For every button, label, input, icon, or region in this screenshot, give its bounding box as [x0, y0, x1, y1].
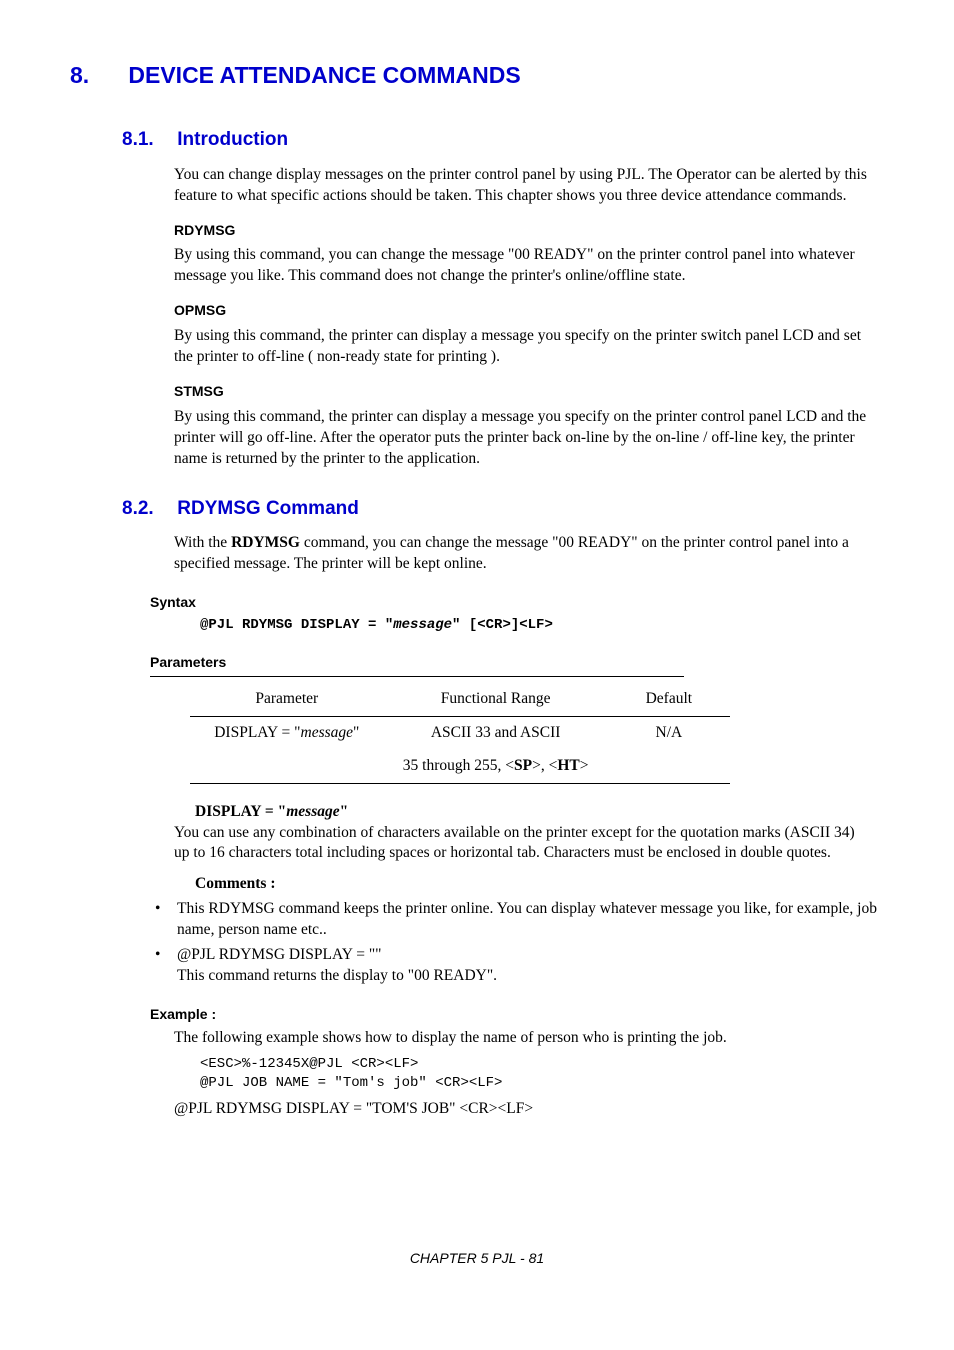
code-line: @PJL JOB NAME = "Tom's job" <CR><LF>: [200, 1075, 502, 1091]
table-cell: 35 through 255, <SP>, <HT>: [384, 750, 608, 783]
rdymsg-heading: RDYMSG: [174, 221, 884, 240]
list-item: @PJL RDYMSG DISPLAY = "" This command re…: [155, 945, 884, 987]
section-title: RDYMSG Command: [177, 498, 359, 519]
list-text: @PJL RDYMSG DISPLAY = "": [177, 946, 382, 963]
section-heading-cmd: 8.2. RDYMSG Command: [122, 496, 884, 522]
display-pre: DISPLAY = ": [195, 803, 286, 820]
section-heading-intro: 8.1. Introduction: [122, 127, 884, 153]
display-msg: message: [286, 803, 339, 820]
syntax-code: @PJL RDYMSG DISPLAY = "message" [<CR>]<L…: [200, 616, 884, 635]
stmsg-heading: STMSG: [174, 382, 884, 401]
chapter-title: DEVICE ATTENDANCE COMMANDS: [128, 62, 520, 88]
opmsg-body: By using this command, the printer can d…: [174, 326, 874, 368]
cell-b2: HT: [557, 757, 579, 774]
opmsg-heading: OPMSG: [174, 301, 884, 320]
section-number: 8.2.: [122, 496, 172, 522]
page-footer: CHAPTER 5 PJL - 81: [70, 1249, 884, 1268]
example-code: <ESC>%-12345X@PJL <CR><LF> @PJL JOB NAME…: [200, 1055, 884, 1093]
example-intro: The following example shows how to displ…: [174, 1028, 874, 1049]
chapter-heading: 8. DEVICE ATTENDANCE COMMANDS: [70, 60, 884, 91]
cell-msg: message: [301, 724, 354, 741]
intro-body: You can change display messages on the p…: [174, 165, 874, 207]
cmd-body-bold: RDYMSG: [231, 534, 300, 551]
list-item: This RDYMSG command keeps the printer on…: [155, 899, 884, 941]
list-text: This command returns the display to "00 …: [177, 967, 497, 984]
table-cell: N/A: [608, 716, 730, 749]
table-cell: ASCII 33 and ASCII: [384, 716, 608, 749]
display-post: ": [340, 803, 349, 820]
cell-mid: >, <: [532, 757, 557, 774]
table-top-rule: [150, 676, 684, 677]
syntax-heading: Syntax: [150, 593, 884, 612]
cmd-body-pre: With the: [174, 534, 231, 551]
table-header: Parameter: [190, 683, 384, 716]
cell-b1: SP: [514, 757, 532, 774]
cell-post: >: [580, 757, 589, 774]
syntax-pre: @PJL RDYMSG DISPLAY = ": [200, 617, 393, 633]
table-cell: [608, 750, 730, 783]
syntax-msg: message: [393, 617, 452, 633]
table-header: Functional Range: [384, 683, 608, 716]
table-header: Default: [608, 683, 730, 716]
cmd-body: With the RDYMSG command, you can change …: [174, 533, 874, 575]
rdymsg-body: By using this command, you can change th…: [174, 245, 874, 287]
table-cell: DISPLAY = "message": [190, 716, 384, 749]
comments-heading: Comments :: [195, 874, 884, 895]
cell-pre: 35 through 255, <: [403, 757, 514, 774]
stmsg-body: By using this command, the printer can d…: [174, 407, 874, 470]
example-heading: Example :: [150, 1005, 884, 1024]
section-number: 8.1.: [122, 127, 172, 153]
table-row: 35 through 255, <SP>, <HT>: [190, 750, 730, 783]
chapter-number: 8.: [70, 60, 122, 91]
table-header-row: Parameter Functional Range Default: [190, 683, 730, 716]
syntax-post: " [<CR>]<LF>: [452, 617, 553, 633]
table-cell: [190, 750, 384, 783]
parameters-table: Parameter Functional Range Default DISPL…: [190, 683, 730, 784]
code-line: <ESC>%-12345X@PJL <CR><LF>: [200, 1056, 418, 1072]
section-title: Introduction: [177, 129, 288, 150]
cell-pre: DISPLAY = ": [214, 724, 300, 741]
table-row: DISPLAY = "message" ASCII 33 and ASCII N…: [190, 716, 730, 749]
example-line3: @PJL RDYMSG DISPLAY = "TOM'S JOB" <CR><L…: [174, 1099, 874, 1120]
display-line: DISPLAY = "message": [195, 802, 884, 823]
list-text: This RDYMSG command keeps the printer on…: [177, 900, 877, 938]
cell-post: ": [353, 724, 359, 741]
comments-list: This RDYMSG command keeps the printer on…: [155, 899, 884, 987]
display-body: You can use any combination of character…: [174, 823, 874, 865]
parameters-heading: Parameters: [150, 653, 884, 672]
